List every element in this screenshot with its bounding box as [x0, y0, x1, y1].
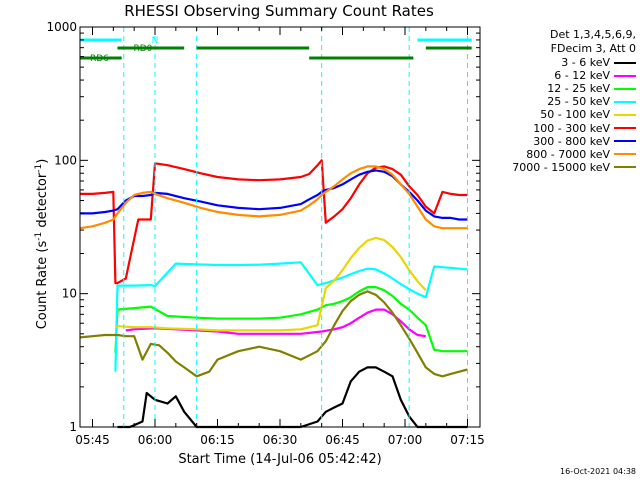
series-layer — [79, 159, 468, 429]
legend-entry: 300 - 800 keV — [470, 135, 636, 148]
series-line-2 — [125, 308, 426, 338]
y-axis-label-exponent: -1 — [33, 231, 44, 241]
legend-header-line: FDecim 3, Att 0 — [550, 42, 636, 55]
legend-label: 300 - 800 keV — [533, 134, 610, 148]
series-line-8 — [79, 165, 468, 230]
legend-swatch — [614, 127, 636, 130]
legend-swatch — [614, 87, 636, 90]
legend-swatch — [614, 140, 636, 143]
state-bar-label: N — [152, 36, 159, 46]
legend-swatch — [614, 166, 636, 169]
legend-label: 800 - 7000 keV — [526, 147, 610, 161]
legend-entry: 100 - 300 keV — [470, 121, 636, 135]
x-tick-label: 06:45 — [325, 433, 360, 447]
axes: 05:45 06:00 06:15 06:30 06:45 07:00 07:15 1 10 10… — [46, 20, 484, 447]
y-axis-label-part: Count Rate (s — [35, 240, 51, 330]
legend-entry: 50 - 100 keV — [470, 108, 636, 121]
y-axis-label: Count Rate (s-1 detector-1) — [34, 159, 50, 330]
legend-swatch — [614, 113, 636, 116]
y-tick-label: 1000 — [46, 20, 77, 34]
legend-label: 100 - 300 keV — [533, 121, 610, 135]
legend-entry: 6 - 12 keV — [470, 69, 636, 82]
y-axis-label-part: ) — [35, 158, 51, 164]
x-tick-label: 07:00 — [388, 433, 423, 447]
plot-frame — [79, 26, 481, 428]
legend-entry: 3 - 6 keV — [470, 56, 636, 69]
state-bars: RD0 RD6 N — [80, 36, 472, 64]
state-bar-label: RD0 — [134, 44, 153, 54]
legend-entry: 800 - 7000 keV — [470, 148, 636, 161]
legend-label: 6 - 12 keV — [554, 69, 610, 83]
legend-swatch — [614, 61, 636, 64]
series-line-5 — [114, 236, 427, 332]
series-line-9 — [79, 290, 468, 378]
legend-label: 25 - 50 keV — [547, 95, 610, 109]
y-tick-label: 1 — [69, 420, 77, 434]
legend-entry: 25 - 50 keV — [470, 95, 636, 108]
series-line-4 — [114, 261, 468, 372]
legend-label: 3 - 6 keV — [561, 56, 610, 70]
timestamp: 16-Oct-2021 04:38 — [560, 467, 636, 476]
legend-label: 7000 - 15000 keV — [512, 160, 610, 174]
legend-entry: 12 - 25 keV — [470, 82, 636, 95]
legend-entry: 7000 - 15000 keV — [470, 161, 636, 174]
x-tick-label: 06:15 — [200, 433, 235, 447]
state-bar-label: RD6 — [90, 54, 109, 64]
series-line-6 — [80, 159, 468, 285]
legend-swatch — [614, 74, 636, 77]
x-tick-label: 07:15 — [450, 433, 485, 447]
legend-label: 50 - 100 keV — [540, 108, 610, 122]
legend-header-line: Det 1,3,4,5,6,9, — [549, 28, 636, 41]
legend-swatch — [614, 100, 636, 103]
y-axis-label-part: detector — [35, 172, 51, 232]
x-tick-label: 06:00 — [138, 433, 173, 447]
series-line-3 — [114, 286, 468, 353]
x-axis-label: Start Time (14-Jul-06 05:42:42) — [178, 452, 382, 467]
y-axis-label-exponent: -1 — [33, 163, 44, 173]
vertical-markers — [123, 27, 468, 427]
x-tick-label: 06:30 — [263, 433, 298, 447]
series-line-1 — [117, 366, 468, 429]
chart-title: RHESSI Observing Summary Count Rates — [124, 2, 434, 20]
legend-label: 12 - 25 keV — [547, 82, 610, 96]
legend-swatch — [614, 153, 636, 156]
y-tick-label: 100 — [54, 153, 77, 167]
x-tick-label: 05:45 — [75, 433, 110, 447]
legend: Det 1,3,4,5,6,9, FDecim 3, Att 0 3 - 6 k… — [470, 28, 636, 174]
series-line-7 — [80, 169, 468, 221]
y-tick-label: 10 — [62, 287, 77, 301]
